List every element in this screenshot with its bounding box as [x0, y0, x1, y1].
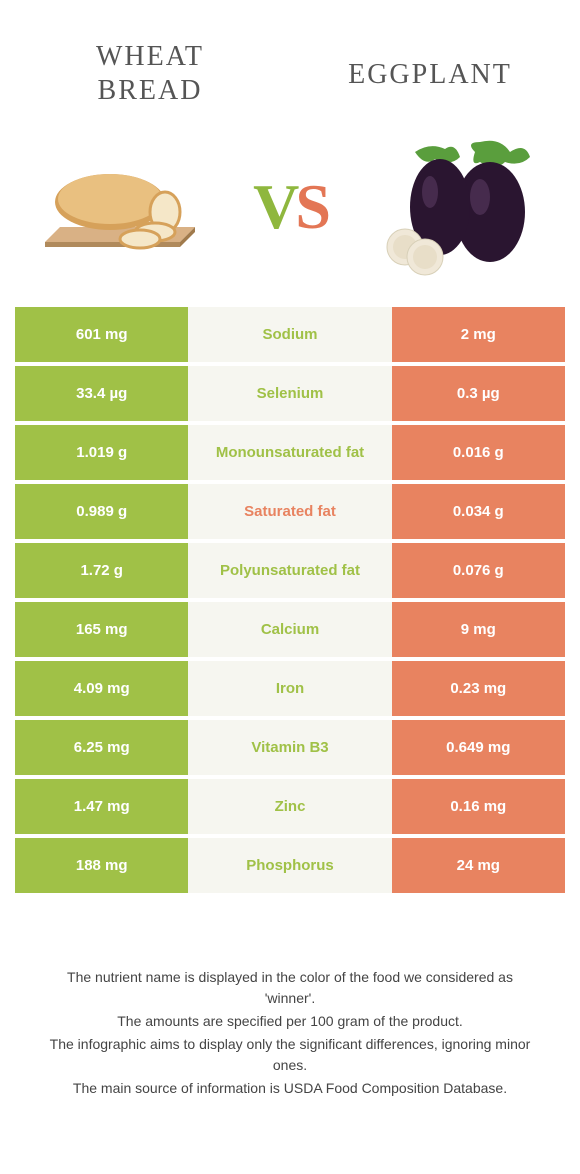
right-food-image — [370, 137, 550, 277]
left-value: 0.989 g — [15, 484, 188, 539]
table-row: 1.47 mgZinc0.16 mg — [15, 779, 565, 834]
table-row: 601 mgSodium2 mg — [15, 307, 565, 362]
table-row: 1.019 gMonounsaturated fat0.016 g — [15, 425, 565, 480]
right-value: 0.3 µg — [392, 366, 565, 421]
left-food-image — [30, 137, 210, 277]
left-value: 1.47 mg — [15, 779, 188, 834]
table-row: 1.72 gPolyunsaturated fat0.076 g — [15, 543, 565, 598]
right-value: 0.016 g — [392, 425, 565, 480]
nutrient-name: Iron — [188, 661, 391, 716]
left-value: 188 mg — [15, 838, 188, 893]
right-value: 0.23 mg — [392, 661, 565, 716]
disclaimer-line: The infographic aims to display only the… — [40, 1034, 540, 1076]
left-value: 4.09 mg — [15, 661, 188, 716]
nutrient-name: Zinc — [188, 779, 391, 834]
table-row: 188 mgPhosphorus24 mg — [15, 838, 565, 893]
nutrient-name: Phosphorus — [188, 838, 391, 893]
left-food-title: Wheat Bread — [50, 40, 250, 107]
nutrient-name: Calcium — [188, 602, 391, 657]
nutrient-name: Saturated fat — [188, 484, 391, 539]
nutrient-name: Selenium — [188, 366, 391, 421]
right-value: 0.034 g — [392, 484, 565, 539]
table-row: 4.09 mgIron0.23 mg — [15, 661, 565, 716]
comparison-table: 601 mgSodium2 mg33.4 µgSelenium0.3 µg1.0… — [15, 307, 565, 893]
nutrient-name: Vitamin B3 — [188, 720, 391, 775]
left-value: 1.72 g — [15, 543, 188, 598]
right-value: 0.076 g — [392, 543, 565, 598]
left-value: 1.019 g — [15, 425, 188, 480]
disclaimer-line: The main source of information is USDA F… — [40, 1078, 540, 1099]
table-row: 6.25 mgVitamin B30.649 mg — [15, 720, 565, 775]
left-value: 6.25 mg — [15, 720, 188, 775]
left-value: 33.4 µg — [15, 366, 188, 421]
disclaimer-line: The nutrient name is displayed in the co… — [40, 967, 540, 1009]
right-value: 2 mg — [392, 307, 565, 362]
table-row: 33.4 µgSelenium0.3 µg — [15, 366, 565, 421]
right-value: 0.16 mg — [392, 779, 565, 834]
right-value: 9 mg — [392, 602, 565, 657]
disclaimer-line: The amounts are specified per 100 gram o… — [40, 1011, 540, 1032]
table-row: 165 mgCalcium9 mg — [15, 602, 565, 657]
vs-s: S — [295, 171, 327, 242]
nutrient-name: Polyunsaturated fat — [188, 543, 391, 598]
vs-label: VS — [253, 170, 327, 244]
nutrient-name: Monounsaturated fat — [188, 425, 391, 480]
right-food-title: Eggplant — [330, 40, 530, 107]
nutrient-name: Sodium — [188, 307, 391, 362]
left-value: 601 mg — [15, 307, 188, 362]
table-row: 0.989 gSaturated fat0.034 g — [15, 484, 565, 539]
images-row: VS — [0, 117, 580, 307]
right-value: 0.649 mg — [392, 720, 565, 775]
left-value: 165 mg — [15, 602, 188, 657]
header-titles: Wheat Bread Eggplant — [0, 0, 580, 117]
right-value: 24 mg — [392, 838, 565, 893]
vs-v: V — [253, 171, 295, 242]
disclaimer: The nutrient name is displayed in the co… — [0, 897, 580, 1099]
